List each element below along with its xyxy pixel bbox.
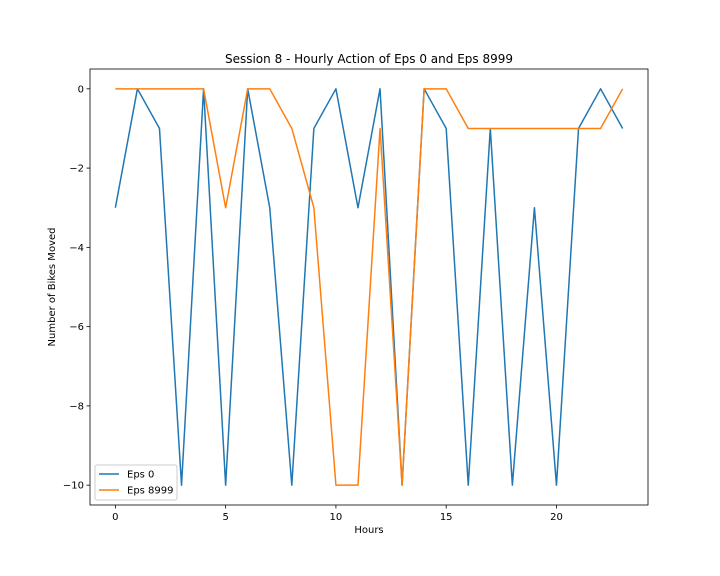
x-tick-label: 20 bbox=[550, 512, 563, 523]
y-tick-label: −10 bbox=[63, 481, 84, 492]
legend-label: Eps 0 bbox=[127, 470, 154, 481]
legend-label: Eps 8999 bbox=[127, 486, 174, 497]
y-tick-label: 0 bbox=[78, 84, 84, 95]
chart-title: Session 8 - Hourly Action of Eps 0 and E… bbox=[225, 52, 513, 66]
x-tick-label: 10 bbox=[330, 512, 343, 523]
x-axis: 0 5 10 15 20 bbox=[112, 505, 563, 523]
series-layer bbox=[114, 88, 624, 486]
x-tick-label: 15 bbox=[440, 512, 453, 523]
x-tick-label: 0 bbox=[112, 512, 118, 523]
plot-background bbox=[90, 69, 648, 505]
series-line-eps-8999 bbox=[115, 88, 624, 486]
y-tick-label: −8 bbox=[69, 401, 84, 412]
plot-frame bbox=[89, 68, 649, 506]
y-axis-label: Number of Bikes Moved bbox=[47, 228, 58, 347]
y-tick-label: −2 bbox=[69, 164, 84, 175]
x-axis-label: Hours bbox=[354, 525, 383, 536]
y-tick-label: −6 bbox=[69, 322, 84, 333]
series-line-eps-0 bbox=[114, 88, 624, 486]
x-tick-label: 5 bbox=[222, 512, 228, 523]
legend: Eps 0 Eps 8999 bbox=[94, 464, 178, 501]
y-axis: 0 −2 −4 −6 −8 −10 bbox=[63, 84, 90, 492]
y-tick-label: −4 bbox=[69, 243, 84, 254]
plot-area: 0 5 10 15 20 0 −2 −4 −6 −8 −10 bbox=[63, 68, 649, 523]
